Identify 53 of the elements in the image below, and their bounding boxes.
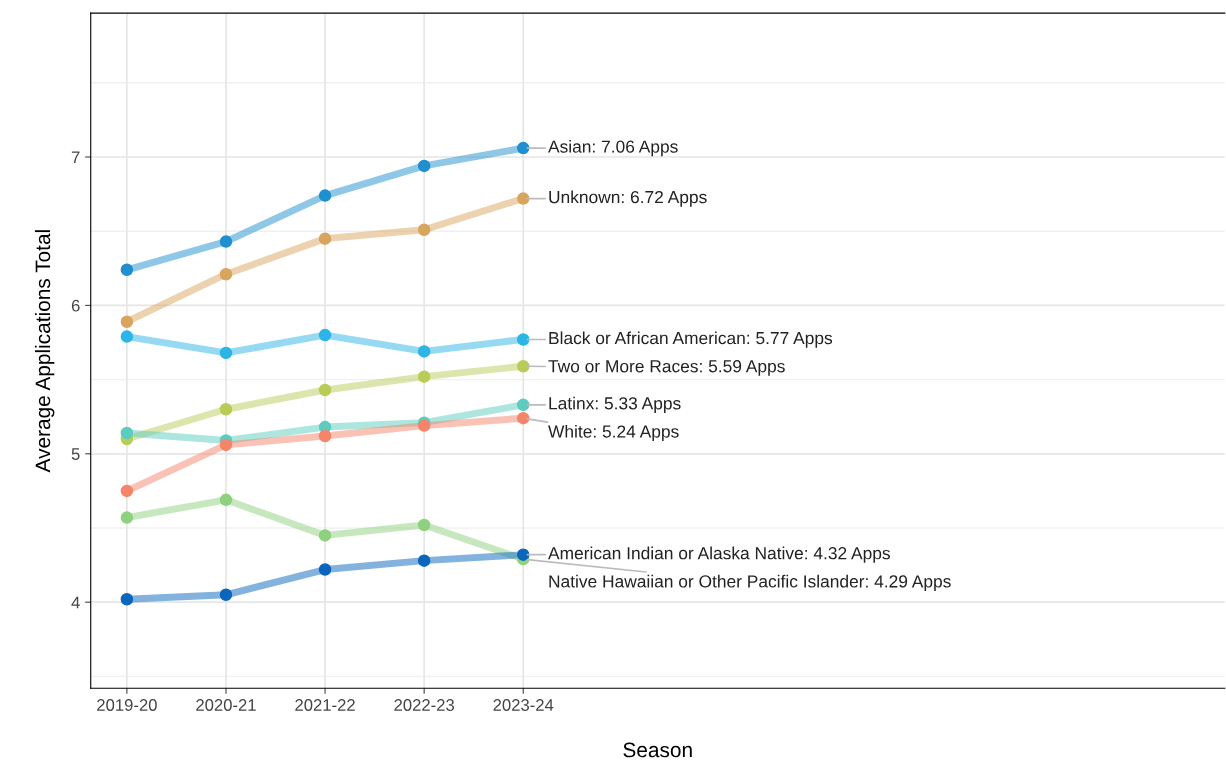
annotation: Unknown: 6.72 Apps	[549, 190, 707, 207]
point	[120, 315, 134, 328]
point	[219, 588, 233, 602]
point	[417, 223, 431, 236]
point	[516, 192, 530, 205]
point	[219, 346, 233, 360]
point	[417, 370, 431, 383]
point	[516, 359, 530, 373]
point	[417, 345, 431, 358]
point	[120, 330, 134, 343]
point	[219, 403, 233, 416]
annotation: White: 5.24 Apps	[548, 424, 679, 442]
annotation: Native Hawaiian or Other Pacific Islander: 4.29 Apps	[549, 574, 951, 591]
y-tick-label: 5	[71, 448, 80, 460]
y-tick-label: 6	[71, 299, 80, 312]
point	[318, 189, 332, 202]
point	[516, 333, 530, 346]
point	[219, 493, 233, 507]
x-tick-label: 2020-21	[196, 699, 256, 711]
x-tick-label: 2021-22	[295, 699, 355, 711]
point	[417, 554, 431, 567]
y-tick-label: 7	[71, 151, 80, 164]
point	[120, 592, 134, 606]
point	[219, 438, 233, 452]
point	[318, 529, 332, 542]
point	[516, 141, 530, 155]
y-axis-title: Average Applications Total	[34, 230, 55, 473]
annotation: Asian: 7.06 Apps	[548, 140, 678, 157]
point	[516, 398, 530, 412]
point	[318, 328, 332, 342]
annotation: American Indian or Alaska Native: 4.32 Apps	[548, 546, 890, 563]
annotation: Black or African American: 5.77 Apps	[549, 331, 833, 348]
annotation: Two or More Races: 5.59 Apps	[548, 360, 785, 376]
point	[120, 426, 134, 440]
point	[516, 548, 530, 561]
point	[318, 563, 332, 576]
x-tick-label: 2019-20	[97, 699, 157, 711]
point	[120, 263, 134, 277]
point	[318, 429, 332, 443]
point	[516, 411, 530, 425]
x-axis-title: Season	[623, 742, 692, 758]
point	[318, 232, 332, 245]
y-tick-label: 4	[71, 596, 80, 609]
point	[120, 484, 134, 498]
point	[318, 383, 332, 397]
point	[417, 159, 431, 173]
point	[219, 235, 233, 248]
x-tick-label: 2022-23	[394, 699, 454, 711]
annotation: Latinx: 5.33 Apps	[549, 396, 681, 413]
point	[417, 518, 431, 532]
point	[219, 267, 233, 281]
point	[120, 511, 134, 524]
x-tick-label: 2023-24	[493, 699, 554, 711]
